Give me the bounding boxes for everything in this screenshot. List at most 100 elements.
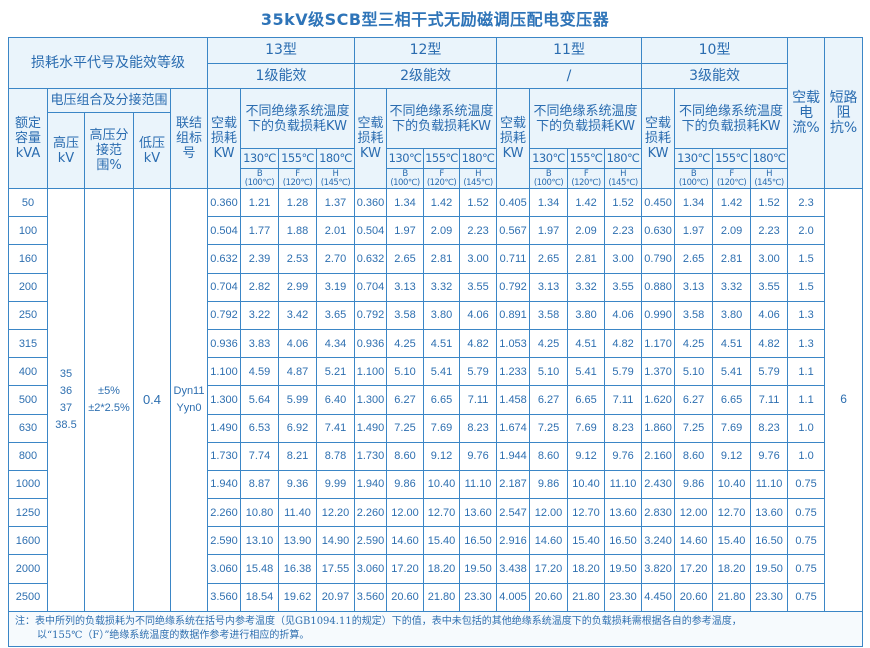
no-load-loss-cell: 3.438 [496, 554, 531, 584]
type-10-efficiency: 3级能效 [641, 63, 789, 89]
no-load-loss-cell: 0.792 [496, 272, 531, 302]
no-load-loss-cell: 3.820 [641, 554, 676, 584]
insulation-class-header: B (100℃) [529, 168, 569, 189]
load-loss-cell: 19.50 [604, 554, 643, 584]
no-load-loss-cell: 2.187 [496, 469, 531, 500]
no-load-loss-cell: 0.936 [207, 328, 241, 359]
no-load-current-cell: 0.75 [787, 554, 826, 584]
load-loss-cell: 2.09 [423, 216, 461, 246]
no-load-loss-cell: 0.567 [496, 216, 531, 246]
rated-capacity-cell: 1250 [8, 498, 48, 528]
no-load-loss-cell: 2.430 [641, 469, 676, 500]
page-title: 35kV级SCB型三相干式无励磁调压配电变压器 [260, 10, 610, 29]
no-load-loss-cell: 0.504 [207, 216, 241, 246]
load-loss-cell: 3.00 [459, 244, 498, 274]
load-loss-cell: 3.80 [423, 300, 461, 330]
load-loss-cell: 18.20 [423, 554, 461, 584]
load-loss-cell: 11.10 [604, 469, 643, 500]
no-load-current-cell: 1.1 [787, 385, 826, 415]
rated-capacity-cell: 315 [8, 328, 48, 359]
load-loss-cell: 10.40 [423, 469, 461, 500]
load-loss-cell: 4.82 [604, 328, 643, 359]
rated-capacity-cell: 100 [8, 216, 48, 246]
tap-value: ±5% [98, 384, 120, 397]
no-load-current-cell: 2.3 [787, 187, 826, 218]
load-loss-cell: 1.28 [278, 187, 317, 218]
load-loss-cell: 3.32 [567, 272, 606, 302]
insulation-class-ref-temp: (145℃) [608, 177, 638, 188]
rated-capacity-header: 额定容量kVA [8, 88, 48, 189]
no-load-loss-cell: 1.170 [641, 328, 676, 359]
insulation-class-header: F (120℃) [712, 168, 752, 189]
connection-value: Yyn0 [176, 401, 202, 414]
load-loss-cell: 2.39 [240, 244, 279, 274]
table-row: 160 0.632 2.39 2.53 2.70 0.632 2.65 2.81 3.00 0.7… [8, 244, 863, 274]
load-loss-cell: 4.25 [529, 328, 569, 359]
load-loss-cell: 14.90 [315, 526, 356, 556]
load-loss-cell: 5.10 [529, 357, 569, 387]
load-loss-cell: 3.32 [423, 272, 461, 302]
table-row: 1600 2.590 13.10 13.90 14.90 2.590 14.60 15.40 1… [8, 526, 863, 556]
no-load-loss-cell: 0.405 [496, 187, 531, 218]
load-loss-cell: 2.09 [712, 216, 752, 246]
load-loss-cell: 6.27 [674, 385, 714, 415]
rated-capacity-cell: 630 [8, 413, 48, 443]
load-loss-cell: 9.76 [750, 441, 789, 471]
load-loss-cell: 9.86 [386, 469, 425, 500]
no-load-loss-cell: 1.490 [207, 413, 241, 443]
insulation-class-ref-temp: (120℃) [426, 177, 457, 188]
no-load-loss-cell: 1.730 [207, 441, 241, 471]
load-loss-cell: 3.22 [240, 300, 279, 330]
load-loss-cell: 3.55 [604, 272, 643, 302]
load-loss-header: 不同绝缘系统温度下的负载损耗KW [674, 88, 789, 149]
load-loss-cell: 20.60 [386, 582, 425, 612]
insulation-class-ref-temp: (100℃) [678, 177, 709, 188]
load-loss-cell: 1.42 [567, 187, 606, 218]
load-loss-cell: 13.90 [278, 526, 317, 556]
load-loss-cell: 2.81 [567, 244, 606, 274]
temperature-header: 155℃ [712, 148, 752, 169]
load-loss-cell: 6.53 [240, 413, 279, 443]
insulation-class-letter: B [545, 168, 552, 179]
load-loss-cell: 13.60 [459, 498, 498, 528]
no-load-loss-cell: 0.711 [496, 244, 531, 274]
load-loss-cell: 6.27 [529, 385, 569, 415]
load-loss-cell: 2.09 [567, 216, 606, 246]
no-load-loss-cell: 3.240 [641, 526, 676, 556]
type-12-efficiency: 2级能效 [354, 63, 498, 89]
temperature-header: 180℃ [604, 148, 643, 169]
load-loss-cell: 1.52 [604, 187, 643, 218]
no-load-current-cell: 2.0 [787, 216, 826, 246]
load-loss-cell: 23.30 [604, 582, 643, 612]
load-loss-cell: 3.65 [315, 300, 356, 330]
load-loss-cell: 17.20 [674, 554, 714, 584]
load-loss-cell: 2.65 [386, 244, 425, 274]
rated-capacity-cell: 160 [8, 244, 48, 274]
table-note: 注：表中所列的负载损耗为不同绝缘系统在括号内参考温度（见GB1094.11的规定… [7, 610, 864, 647]
load-loss-cell: 4.25 [386, 328, 425, 359]
load-loss-cell: 2.23 [604, 216, 643, 246]
load-loss-cell: 2.99 [278, 272, 317, 302]
load-loss-cell: 5.64 [240, 385, 279, 415]
load-loss-cell: 2.23 [459, 216, 498, 246]
rated-capacity-cell: 400 [8, 357, 48, 387]
insulation-class-letter: H [332, 168, 339, 179]
no-load-loss-cell: 1.370 [641, 357, 676, 387]
no-load-loss-cell: 0.880 [641, 272, 676, 302]
load-loss-cell: 3.80 [567, 300, 606, 330]
no-load-loss-cell: 0.704 [207, 272, 241, 302]
insulation-class-ref-temp: (100℃) [390, 177, 420, 188]
no-load-loss-cell: 0.632 [207, 244, 241, 274]
load-loss-cell: 23.30 [750, 582, 789, 612]
load-loss-cell: 21.80 [567, 582, 606, 612]
no-load-loss-cell: 3.060 [207, 554, 241, 584]
no-load-loss-cell: 0.360 [207, 187, 241, 218]
load-loss-cell: 5.10 [386, 357, 425, 387]
rated-capacity-cell: 500 [8, 385, 48, 415]
type-11-efficiency: / [496, 63, 643, 89]
load-loss-cell: 3.32 [712, 272, 752, 302]
load-loss-cell: 3.19 [315, 272, 356, 302]
load-loss-cell: 12.00 [386, 498, 425, 528]
load-loss-cell: 16.38 [278, 554, 317, 584]
load-loss-cell: 11.10 [750, 469, 789, 500]
